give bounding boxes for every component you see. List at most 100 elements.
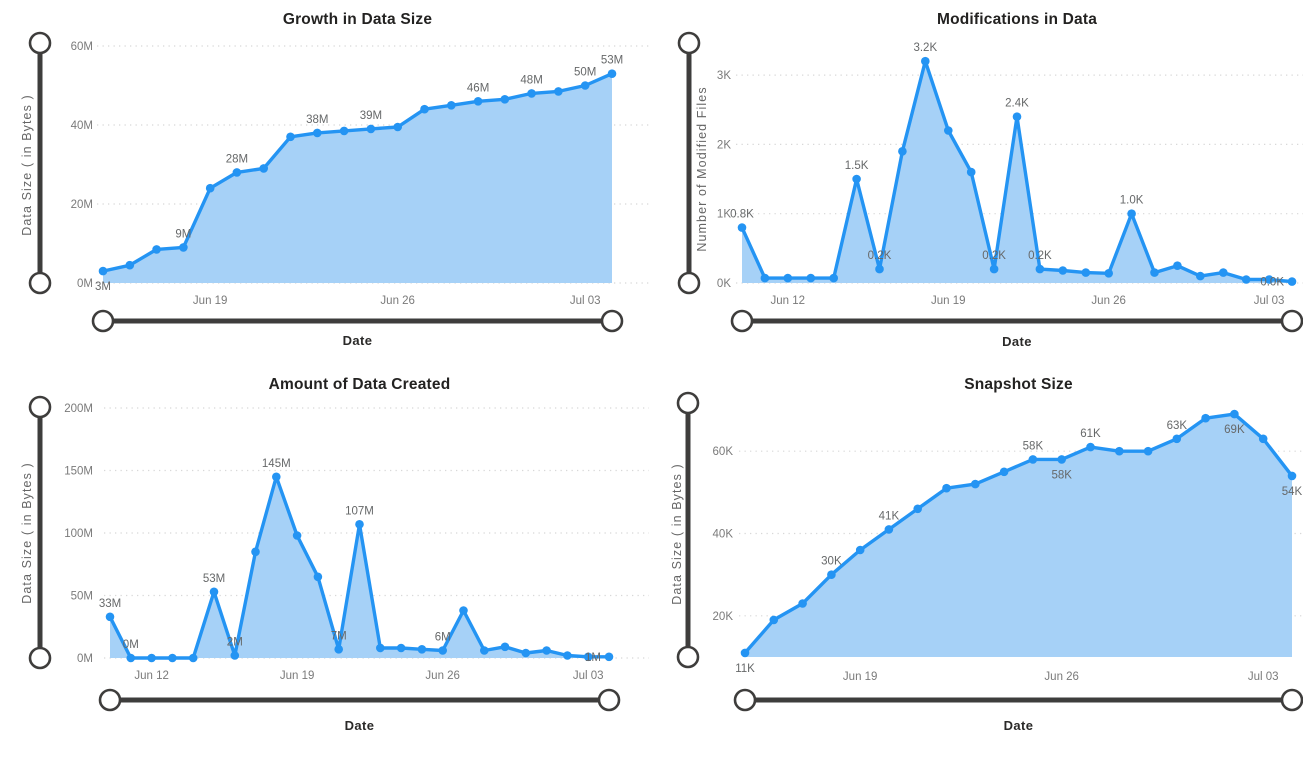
data-point[interactable]	[966, 167, 976, 177]
data-point[interactable]	[251, 547, 260, 557]
data-point[interactable]	[1057, 455, 1066, 464]
data-point[interactable]	[1287, 277, 1297, 286]
h-slider-handle-left[interactable]	[733, 688, 757, 712]
data-point[interactable]	[125, 260, 135, 270]
h-slider-handle-right[interactable]	[1280, 688, 1303, 712]
data-point[interactable]	[1150, 268, 1159, 277]
v-slider-handle-bottom[interactable]	[28, 271, 52, 295]
data-point[interactable]	[737, 223, 747, 232]
data-point[interactable]	[126, 653, 136, 663]
v-slider-handle-bottom[interactable]	[28, 646, 52, 670]
data-point[interactable]	[168, 653, 177, 663]
data-point[interactable]	[417, 645, 427, 654]
h-slider-handle-right[interactable]	[597, 688, 621, 712]
data-point[interactable]	[1028, 455, 1038, 464]
data-point[interactable]	[580, 81, 590, 90]
chart-canvas[interactable]: 0M 20M 40M 60M 3M 9M 28M 38M 39M 46M 48M 50M 53M Jun …	[0, 0, 652, 380]
data-point[interactable]	[855, 545, 865, 555]
data-point[interactable]	[1173, 261, 1182, 271]
h-slider-handle-right[interactable]	[1280, 309, 1303, 333]
data-point[interactable]	[355, 520, 364, 529]
data-point[interactable]	[1143, 446, 1153, 456]
data-point[interactable]	[852, 174, 861, 184]
data-point[interactable]	[1219, 268, 1228, 277]
data-point[interactable]	[393, 122, 403, 132]
data-point[interactable]	[98, 266, 108, 276]
data-point[interactable]	[898, 147, 907, 156]
data-point[interactable]	[769, 615, 779, 625]
h-slider-handle-left[interactable]	[91, 309, 115, 333]
data-point[interactable]	[542, 646, 551, 655]
h-slider-handle-left[interactable]	[98, 688, 122, 712]
data-point[interactable]	[286, 132, 295, 142]
data-point[interactable]	[875, 264, 884, 274]
data-point[interactable]	[604, 652, 614, 662]
data-point[interactable]	[989, 264, 999, 274]
data-point[interactable]	[1104, 269, 1113, 278]
v-slider-handle-top[interactable]	[28, 395, 52, 419]
data-point[interactable]	[500, 642, 510, 652]
v-slider-handle-bottom[interactable]	[677, 271, 701, 295]
data-point[interactable]	[1264, 275, 1274, 284]
data-point[interactable]	[313, 128, 322, 138]
chart-canvas[interactable]: 20K 40K 60K 11K 30K 41K 58K 58K 61K 63K 69K 54K Jun …	[651, 380, 1303, 760]
data-point[interactable]	[942, 483, 951, 493]
data-point[interactable]	[913, 504, 922, 514]
data-point[interactable]	[1230, 409, 1239, 419]
data-point[interactable]	[921, 56, 930, 66]
data-point[interactable]	[1035, 264, 1045, 274]
data-point[interactable]	[971, 479, 980, 489]
data-point[interactable]	[521, 648, 531, 658]
data-point[interactable]	[798, 599, 807, 608]
data-point[interactable]	[1258, 434, 1268, 444]
data-point[interactable]	[740, 648, 750, 658]
data-point[interactable]	[1127, 209, 1136, 218]
data-point[interactable]	[147, 653, 156, 663]
v-slider-handle-top[interactable]	[28, 31, 52, 55]
data-point[interactable]	[447, 101, 456, 110]
data-point[interactable]	[563, 651, 572, 660]
data-point[interactable]	[1012, 112, 1022, 121]
data-point[interactable]	[1201, 413, 1210, 423]
data-point[interactable]	[1058, 266, 1068, 275]
data-point[interactable]	[527, 89, 536, 98]
v-slider-handle-top[interactable]	[676, 391, 700, 415]
data-point[interactable]	[105, 612, 115, 622]
data-point[interactable]	[783, 273, 793, 283]
data-point[interactable]	[376, 643, 385, 653]
v-slider-handle-top[interactable]	[677, 31, 701, 55]
data-point[interactable]	[292, 531, 302, 540]
data-point[interactable]	[179, 243, 188, 252]
data-point[interactable]	[1287, 471, 1297, 481]
data-point[interactable]	[554, 87, 563, 96]
data-point[interactable]	[459, 606, 468, 615]
data-point[interactable]	[152, 245, 161, 254]
data-point[interactable]	[829, 273, 838, 283]
data-point[interactable]	[230, 651, 240, 660]
data-point[interactable]	[1086, 442, 1095, 452]
data-point[interactable]	[438, 646, 448, 655]
h-slider-handle-left[interactable]	[730, 309, 754, 333]
data-point[interactable]	[313, 572, 323, 582]
v-slider-handle-bottom[interactable]	[676, 645, 700, 669]
data-point[interactable]	[1115, 446, 1124, 456]
data-point[interactable]	[1241, 275, 1251, 284]
data-point[interactable]	[188, 653, 198, 663]
data-point[interactable]	[999, 467, 1009, 477]
data-point[interactable]	[480, 646, 489, 655]
data-point[interactable]	[583, 652, 593, 662]
data-point[interactable]	[272, 472, 281, 482]
data-point[interactable]	[232, 168, 242, 177]
h-slider-handle-right[interactable]	[600, 309, 624, 333]
data-point[interactable]	[396, 643, 406, 653]
data-point[interactable]	[205, 183, 215, 193]
data-point[interactable]	[884, 525, 894, 534]
data-point[interactable]	[259, 164, 269, 173]
chart-canvas[interactable]: 0M 50M 100M 150M 200M 33M 0M 53M 2M 145M 7M 107M 6M 1…	[0, 380, 652, 760]
data-point[interactable]	[760, 273, 770, 283]
data-point[interactable]	[473, 97, 483, 106]
data-point[interactable]	[1172, 434, 1182, 444]
data-point[interactable]	[209, 587, 219, 597]
data-point[interactable]	[806, 273, 816, 283]
data-point[interactable]	[500, 95, 510, 104]
